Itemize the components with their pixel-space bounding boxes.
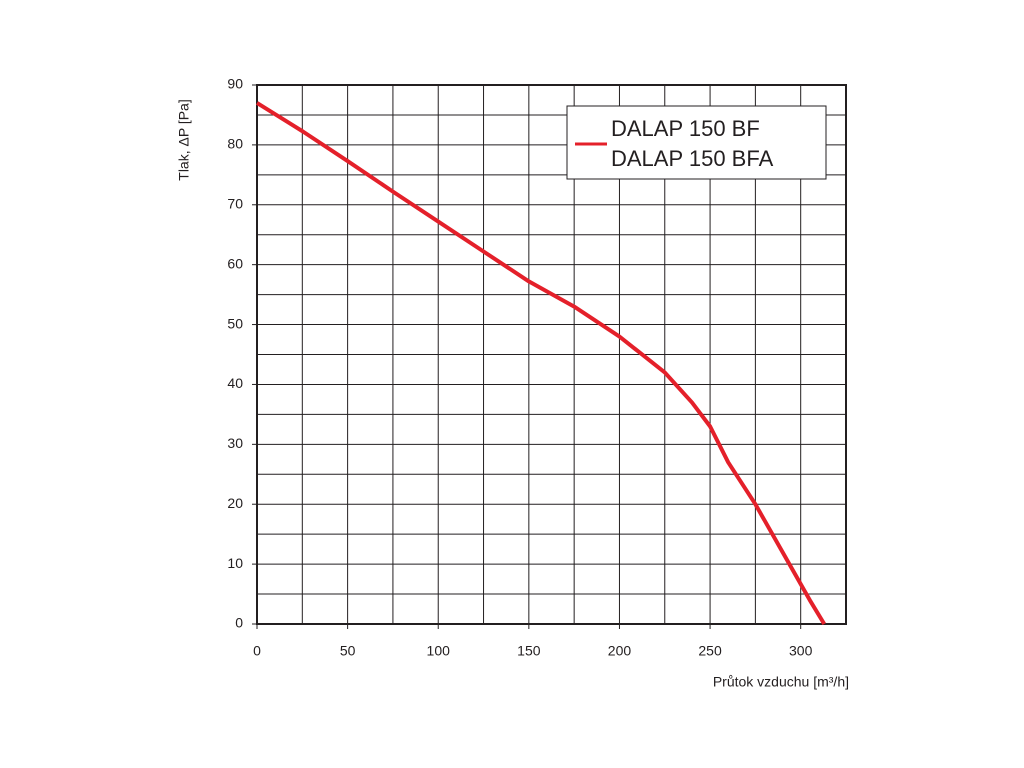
y-tick-label: 0 <box>235 615 243 631</box>
x-tick-label: 300 <box>789 643 813 659</box>
y-tick-label: 20 <box>227 495 243 511</box>
legend: DALAP 150 BF DALAP 150 BFA <box>566 105 827 180</box>
y-tick-label: 10 <box>227 555 243 571</box>
y-axis-label: Tlak, ΔP [Pa] <box>176 99 192 180</box>
legend-box <box>566 105 827 180</box>
y-tick-label: 80 <box>227 136 243 152</box>
legend-label: DALAP 150 BFA <box>611 146 774 171</box>
data-line <box>255 101 826 626</box>
x-tick-label: 250 <box>698 643 722 659</box>
plot-frame <box>256 84 847 625</box>
x-tick-label: 50 <box>340 643 356 659</box>
legend-label: DALAP 150 BF <box>611 116 760 141</box>
x-tick-label: 150 <box>517 643 541 659</box>
y-tick-label: 90 <box>227 76 243 92</box>
y-tick-label: 60 <box>227 255 243 271</box>
y-tick-label: 40 <box>227 375 243 391</box>
x-tick-label: 200 <box>608 643 632 659</box>
y-tick-label: 50 <box>227 315 243 331</box>
x-tick-label: 100 <box>427 643 451 659</box>
y-tick-label: 30 <box>227 435 243 451</box>
y-tick-label: 70 <box>227 195 243 211</box>
x-axis-label: Průtok vzduchu [m³/h] <box>713 674 849 690</box>
x-tick-label: 0 <box>253 643 261 659</box>
